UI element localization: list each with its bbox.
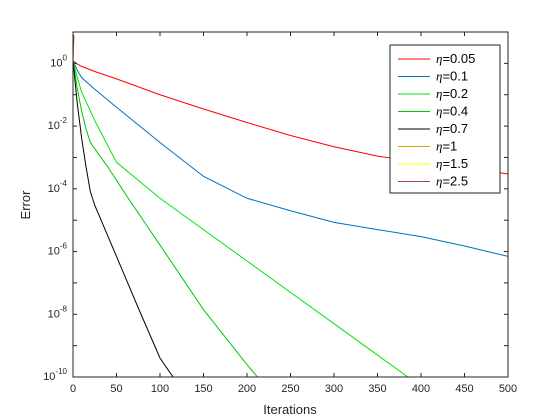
x-tick-label: 250 <box>281 383 299 395</box>
x-tick-label: 50 <box>110 383 122 395</box>
y-tick-label: 10-2 <box>48 116 68 132</box>
legend-box <box>389 44 501 194</box>
series-line-1 <box>73 60 508 257</box>
y-tick-label: 10-6 <box>48 242 68 258</box>
legend-label-1: η=0.1 <box>436 69 468 84</box>
x-tick-label: 200 <box>238 383 256 395</box>
x-axis: 0 50 100 150 200 250 300 350 400 450 500 <box>70 32 517 395</box>
x-tick-label: 350 <box>368 383 386 395</box>
legend-label-2: η=0.2 <box>436 86 468 101</box>
series-line-3 <box>73 60 258 377</box>
x-tick-label: 450 <box>455 383 473 395</box>
legend-label-6: η=1.5 <box>436 156 468 171</box>
x-tick-label: 300 <box>325 383 343 395</box>
y-tick-label: 100 <box>50 53 67 69</box>
series-line-2 <box>73 60 452 377</box>
y-tick-label: 10-8 <box>48 304 68 320</box>
legend: η=0.05 η=0.1 η=0.2 η=0.4 η=0.7 η=1 η=1.5 η=2.5 <box>389 44 501 194</box>
legend-label-4: η=0.7 <box>436 121 468 136</box>
y-axis: 100 10-2 10-4 10-6 10-8 10-10 <box>43 31 508 383</box>
legend-label-3: η=0.4 <box>436 104 468 119</box>
x-tick-label: 500 <box>499 383 517 395</box>
x-tick-label: 100 <box>151 383 169 395</box>
x-axis-title: Iterations <box>263 402 317 417</box>
y-axis-title: Error <box>18 190 33 220</box>
x-tick-label: 400 <box>412 383 430 395</box>
legend-label-0: η=0.05 <box>436 51 475 66</box>
y-tick-label: 10-10 <box>43 367 67 383</box>
y-tick-label: 10-4 <box>48 179 68 195</box>
legend-label-5: η=1 <box>436 139 457 154</box>
x-tick-label: 0 <box>70 383 76 395</box>
x-tick-label: 150 <box>194 383 212 395</box>
legend-label-7: η=2.5 <box>436 174 468 189</box>
series-line-4 <box>73 60 174 377</box>
